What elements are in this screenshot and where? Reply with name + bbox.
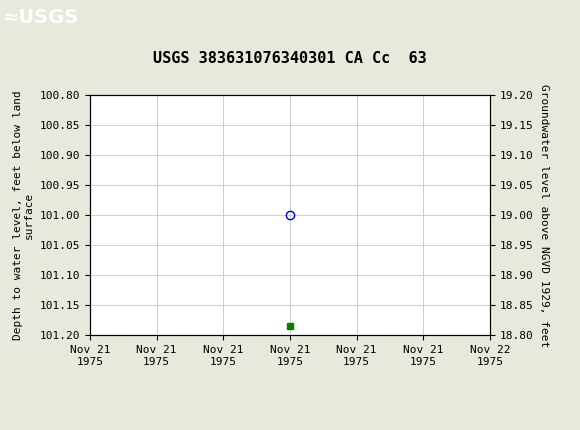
Text: USGS 383631076340301 CA Cc  63: USGS 383631076340301 CA Cc 63 [153, 52, 427, 66]
Y-axis label: Groundwater level above NGVD 1929, feet: Groundwater level above NGVD 1929, feet [539, 84, 549, 347]
Text: ≈USGS: ≈USGS [3, 8, 79, 27]
Y-axis label: Depth to water level, feet below land
surface: Depth to water level, feet below land su… [13, 91, 34, 340]
